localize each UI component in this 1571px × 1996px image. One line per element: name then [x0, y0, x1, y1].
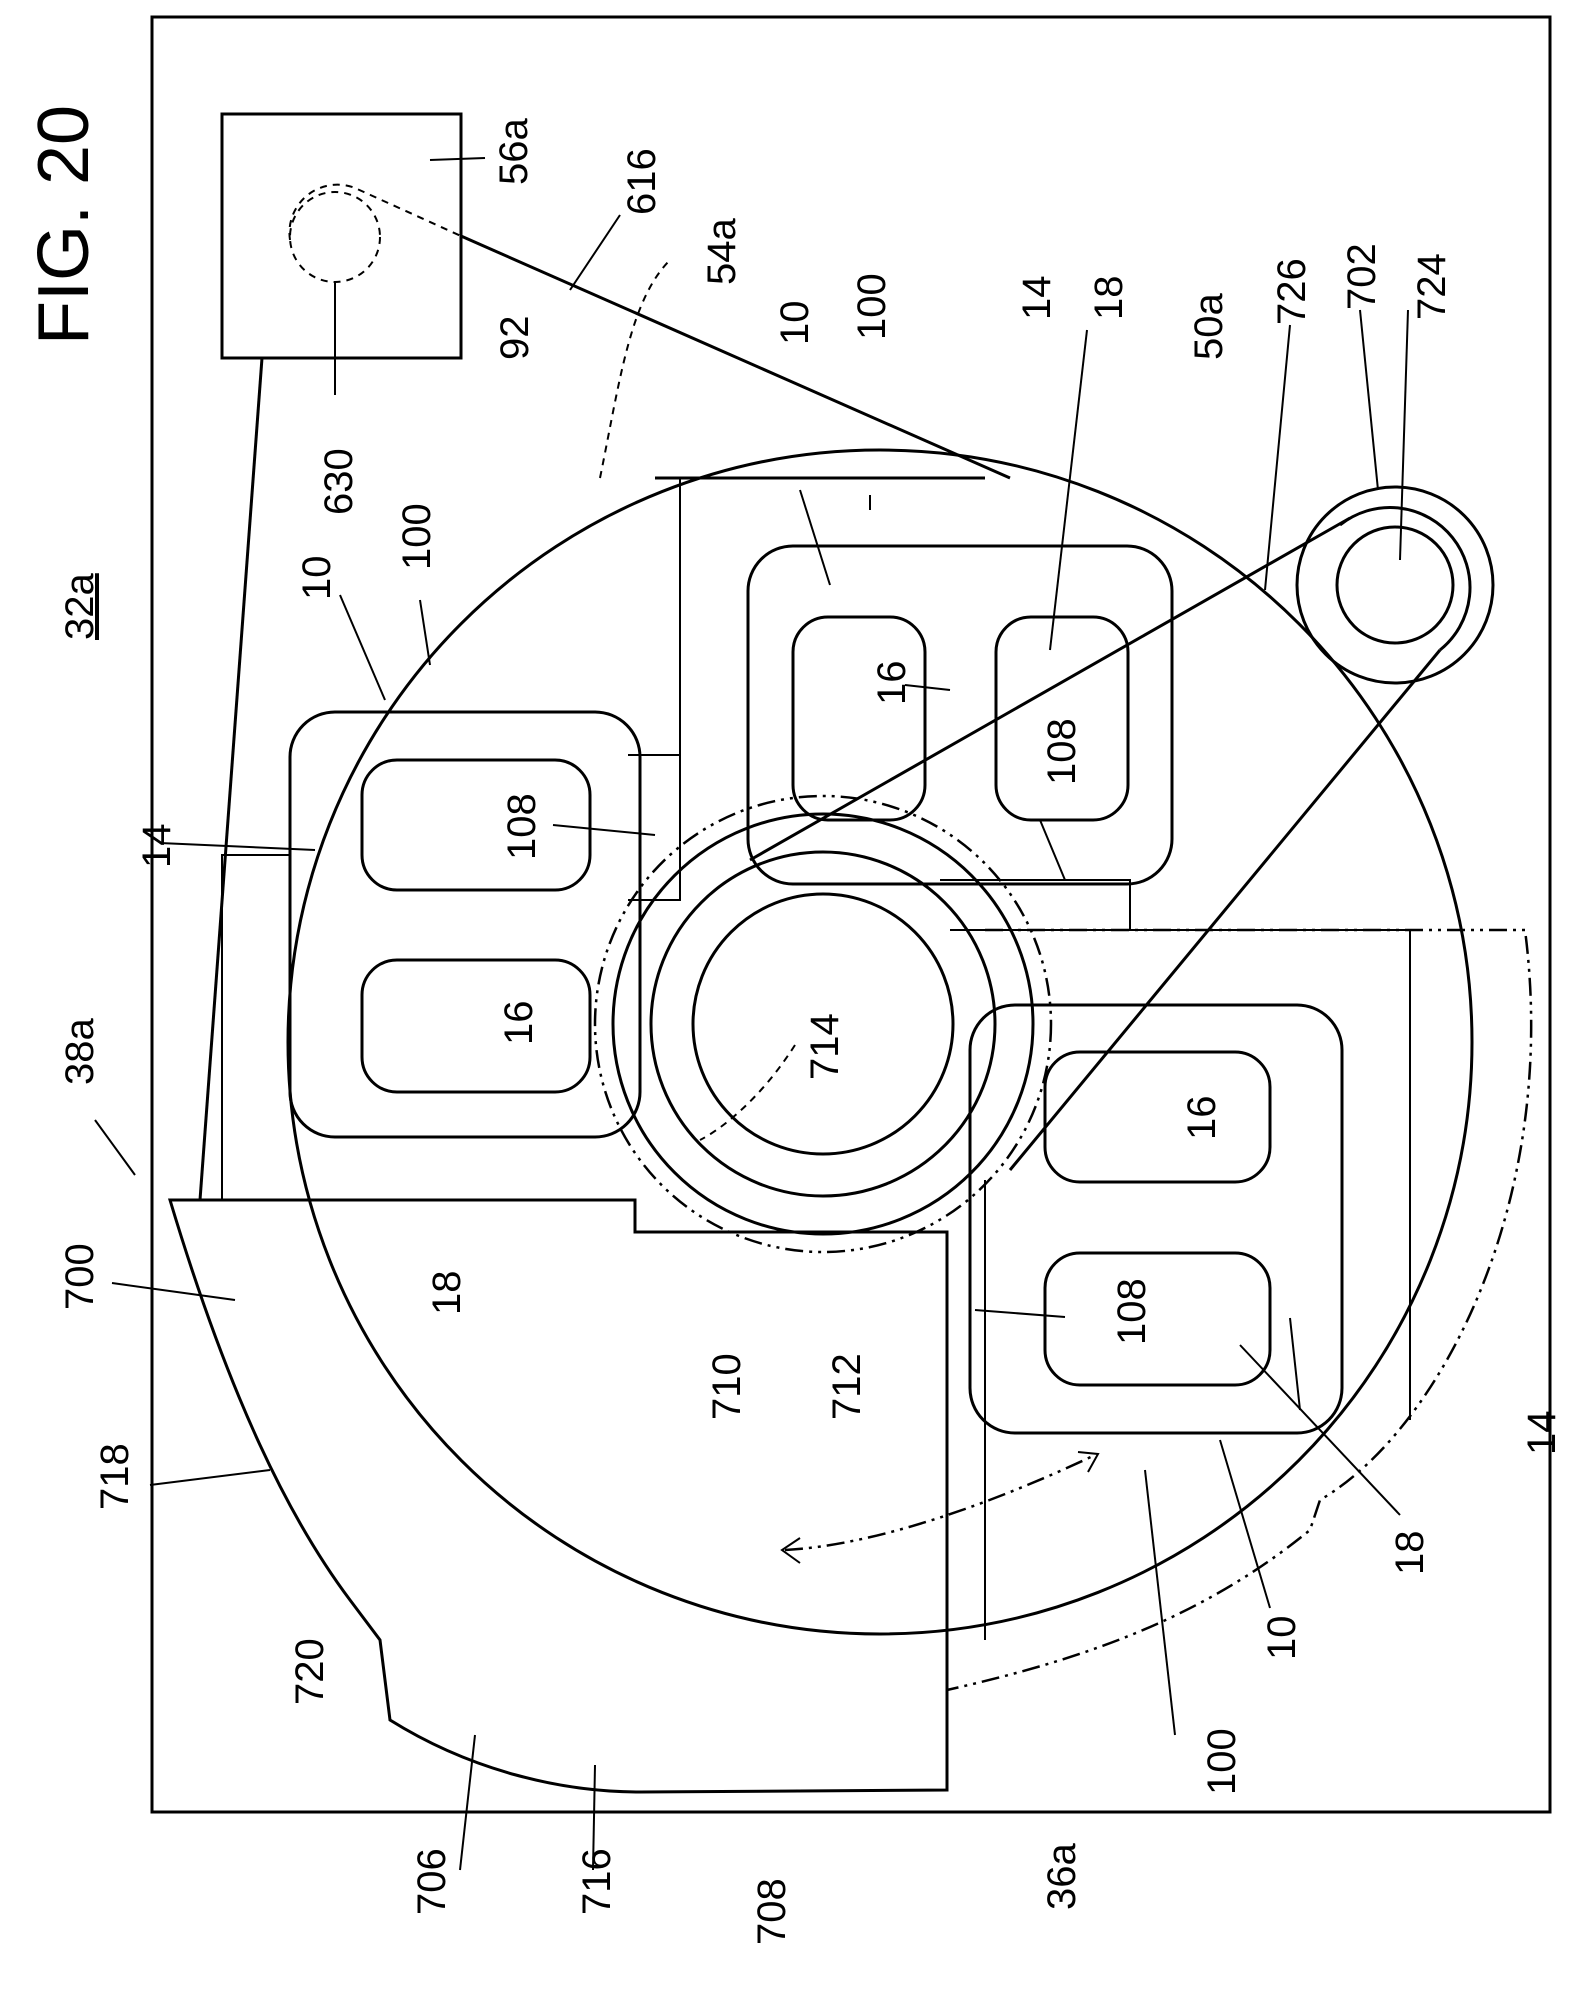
leader-718 [150, 1470, 270, 1485]
pulley-702 [1297, 487, 1493, 683]
rotation-double-arrow [785, 1455, 1095, 1550]
holder-14-top [748, 546, 1172, 884]
label-712: 712 [825, 1353, 869, 1420]
pulley-724 [1337, 527, 1453, 643]
top-holder-base [940, 880, 1130, 930]
label-726: 726 [1270, 258, 1314, 325]
label-92: 92 [493, 316, 537, 361]
label-700: 700 [58, 1243, 102, 1310]
label-100-bottom: 100 [1200, 1728, 1244, 1795]
label-630: 630 [317, 448, 361, 515]
leader-10-bottom [1220, 1440, 1270, 1608]
label-706: 706 [410, 1848, 454, 1915]
leader-54a [600, 260, 670, 478]
label-708: 708 [750, 1878, 794, 1945]
label-14-top: 14 [1015, 276, 1059, 321]
leader-100-bottom [1145, 1470, 1175, 1735]
label-56a: 56a [492, 118, 536, 185]
leader-56a [430, 158, 485, 160]
holder-14-bottom [970, 1005, 1342, 1433]
figure-title: FIG. 20 [24, 105, 104, 345]
label-616: 616 [620, 148, 664, 215]
label-720: 720 [288, 1638, 332, 1705]
label-718: 718 [93, 1443, 137, 1510]
label-32a: 32a [58, 573, 102, 640]
label-16-right: 16 [1180, 1096, 1224, 1141]
label-714: 714 [803, 1013, 847, 1080]
leader-702 [1360, 310, 1378, 490]
label-716: 716 [575, 1848, 619, 1915]
sector-dashdot-outline [947, 930, 1531, 1690]
leader-616 [570, 215, 620, 290]
label-54a: 54a [700, 218, 744, 285]
leader-108-top [1040, 820, 1065, 880]
belt-726-upper [750, 518, 1350, 860]
motor-box-56a [222, 114, 461, 358]
label-108-left: 108 [500, 793, 544, 860]
label-10-left: 10 [295, 556, 339, 601]
cavity-16-top [793, 617, 925, 820]
label-702: 702 [1340, 243, 1384, 310]
leader-726 [1265, 325, 1290, 590]
label-10-bottom: 10 [1260, 1616, 1304, 1661]
belt-616-dashed-wrap [289, 185, 461, 240]
sector-cover-708 [170, 1200, 947, 1792]
label-724: 724 [1410, 253, 1454, 320]
cavity-108-rightbottom [1045, 1253, 1270, 1385]
leader-14-left [160, 843, 315, 850]
belt-616-left [200, 358, 262, 1200]
leader-100-left [420, 600, 430, 665]
cavity-16-right [1045, 1052, 1270, 1182]
label-16-top: 16 [870, 661, 914, 706]
label-14-bottom: 14 [1520, 1411, 1564, 1456]
label-18-left: 18 [425, 1271, 469, 1316]
leader-14-bottom [1290, 1318, 1300, 1410]
label-10-top: 10 [773, 301, 817, 346]
cavity-18-left [362, 960, 590, 1092]
label-16-left: 16 [497, 1001, 541, 1046]
label-36a: 36a [1040, 1843, 1084, 1910]
leader-18-top [1050, 330, 1087, 650]
label-50a: 50a [1187, 293, 1231, 360]
leader-38a [95, 1120, 135, 1175]
leader-700 [112, 1283, 235, 1300]
leader-108-right [975, 1310, 1065, 1317]
dashed-pulley-630 [290, 192, 380, 282]
label-18-top: 18 [1087, 276, 1131, 321]
leader-18-bottom [1240, 1345, 1400, 1515]
label-100-left: 100 [395, 503, 439, 570]
label-18-bottom: 18 [1388, 1531, 1432, 1576]
leader-724 [1400, 310, 1408, 560]
leader-10-left [340, 595, 385, 700]
label-38a: 38a [58, 1018, 102, 1085]
label-710: 710 [705, 1353, 749, 1420]
label-108-top: 108 [1040, 718, 1084, 785]
label-100-top: 100 [850, 273, 894, 340]
label-14-left: 14 [135, 824, 179, 869]
left-station-base [222, 855, 290, 1200]
leader-10-top [800, 490, 830, 585]
rotary-table-92 [288, 450, 1472, 1634]
label-108-right: 108 [1110, 1278, 1154, 1345]
